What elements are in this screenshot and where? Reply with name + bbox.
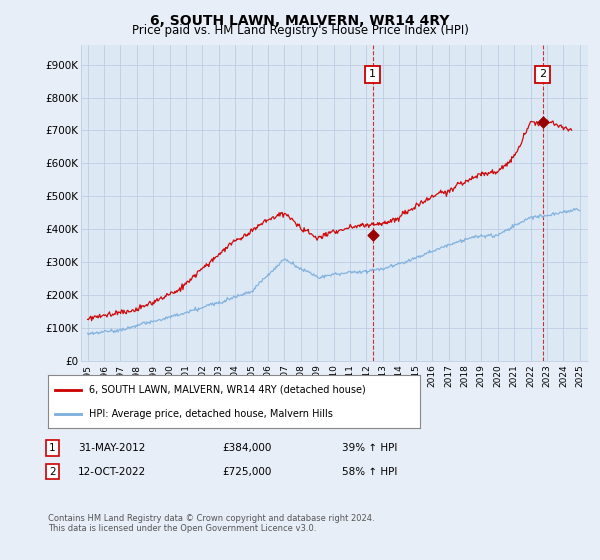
Text: 58% ↑ HPI: 58% ↑ HPI [342, 466, 397, 477]
Point [539, 118, 548, 127]
Text: £725,000: £725,000 [222, 466, 271, 477]
Text: 2: 2 [49, 466, 56, 477]
Text: HPI: Average price, detached house, Malvern Hills: HPI: Average price, detached house, Malv… [89, 409, 333, 419]
Point [368, 230, 378, 239]
Text: Price paid vs. HM Land Registry's House Price Index (HPI): Price paid vs. HM Land Registry's House … [131, 24, 469, 36]
Text: 39% ↑ HPI: 39% ↑ HPI [342, 443, 397, 453]
Text: Contains HM Land Registry data © Crown copyright and database right 2024.
This d: Contains HM Land Registry data © Crown c… [48, 514, 374, 533]
Text: 1: 1 [49, 443, 56, 453]
Text: 1: 1 [369, 69, 376, 80]
Text: 6, SOUTH LAWN, MALVERN, WR14 4RY: 6, SOUTH LAWN, MALVERN, WR14 4RY [150, 14, 450, 28]
Text: 31-MAY-2012: 31-MAY-2012 [78, 443, 145, 453]
Text: £384,000: £384,000 [222, 443, 271, 453]
Text: 12-OCT-2022: 12-OCT-2022 [78, 466, 146, 477]
Text: 2: 2 [539, 69, 546, 80]
Text: 6, SOUTH LAWN, MALVERN, WR14 4RY (detached house): 6, SOUTH LAWN, MALVERN, WR14 4RY (detach… [89, 385, 365, 395]
